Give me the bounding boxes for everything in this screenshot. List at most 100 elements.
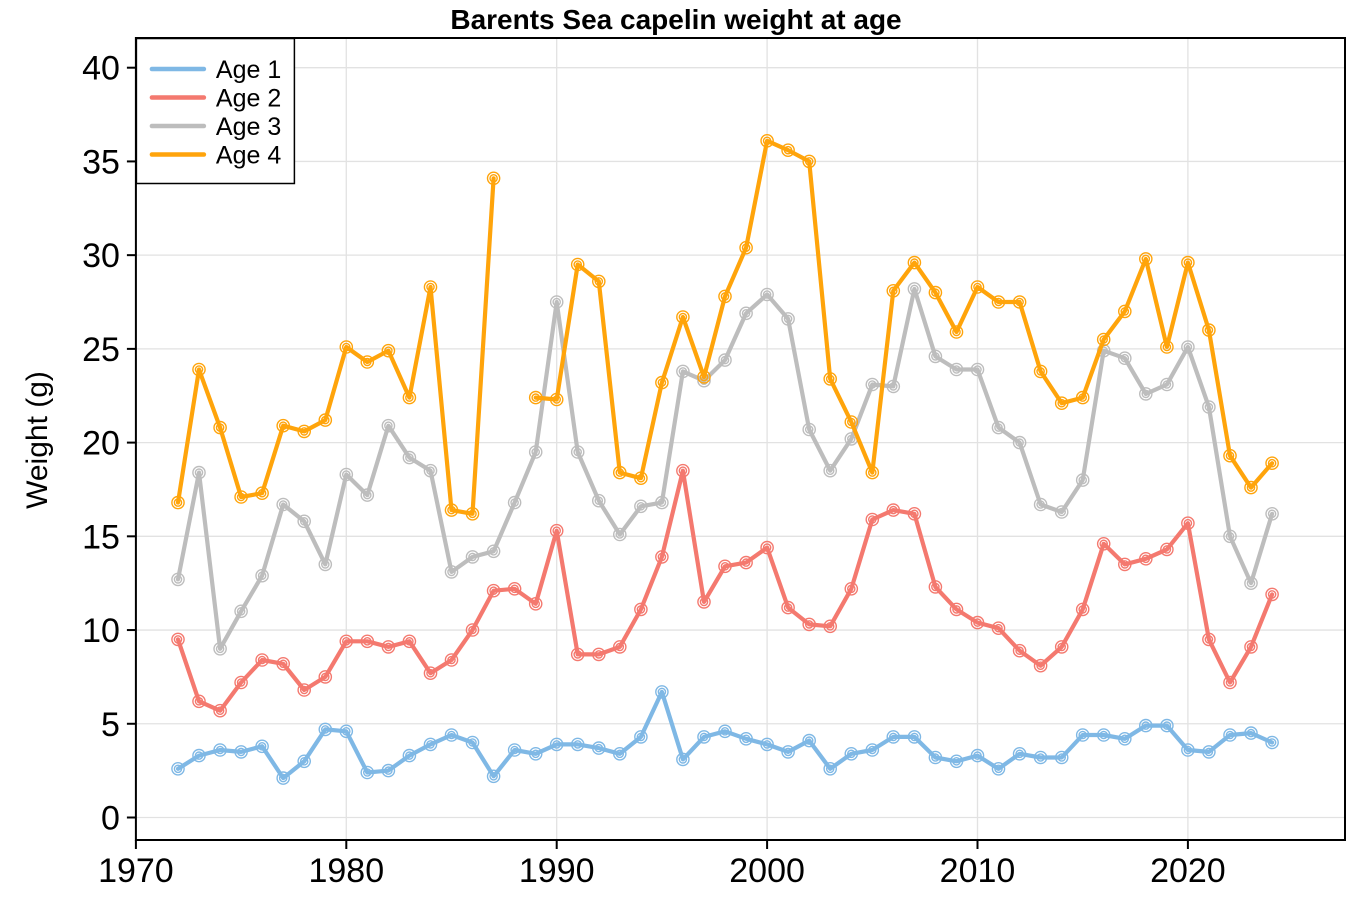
data-point-outer-ring	[949, 362, 964, 377]
data-point-outer-ring	[549, 295, 564, 309]
data-point-outer-ring	[1054, 750, 1069, 765]
data-point-outer-ring	[1202, 632, 1216, 647]
y-axis-tick-label: 10	[82, 612, 120, 650]
data-point-outer-ring	[1012, 747, 1027, 761]
data-point	[489, 173, 498, 183]
data-point-outer-ring	[823, 463, 838, 478]
x-axis-tick-label: 2000	[729, 852, 805, 890]
data-point-outer-ring	[949, 325, 964, 339]
data-point-outer-ring	[760, 133, 774, 148]
data-point	[1036, 500, 1045, 509]
data-point	[1225, 532, 1235, 541]
data-point	[405, 751, 414, 760]
data-point-outer-ring	[255, 486, 269, 501]
data-point	[952, 327, 961, 337]
data-point	[952, 757, 961, 766]
data-point	[847, 434, 856, 444]
x-axis: 1970 1980 1990 2000 2010 2020	[98, 840, 1226, 890]
data-point	[1162, 380, 1172, 389]
data-point	[973, 365, 982, 374]
data-point	[1057, 507, 1066, 517]
data-point	[868, 745, 877, 755]
data-point	[910, 258, 919, 267]
data-point	[1078, 730, 1087, 740]
data-point	[405, 637, 414, 646]
data-point	[1036, 753, 1045, 762]
data-point	[699, 732, 709, 742]
data-point	[1183, 745, 1193, 755]
data-point-outer-ring	[802, 617, 817, 632]
data-point	[278, 773, 288, 783]
data-point-outer-ring	[213, 703, 227, 718]
data-point	[468, 625, 477, 635]
data-point	[173, 764, 183, 774]
data-point	[236, 492, 246, 502]
data-point	[741, 308, 751, 318]
data-point	[762, 290, 772, 299]
data-point-outer-ring	[1223, 728, 1237, 742]
data-point	[615, 530, 625, 539]
data-point	[741, 243, 751, 252]
data-point	[636, 605, 646, 614]
data-point-outer-ring	[339, 724, 354, 739]
data-point	[468, 738, 477, 747]
data-point	[657, 552, 667, 562]
data-point-outer-ring	[318, 722, 333, 737]
y-axis-tick-label: 35	[82, 143, 120, 181]
data-point-outer-ring	[318, 557, 333, 572]
data-point-outer-ring	[886, 379, 901, 394]
data-point	[531, 599, 541, 609]
data-point-outer-ring	[655, 375, 669, 390]
data-point	[552, 526, 562, 536]
data-point-outer-ring	[1096, 537, 1111, 551]
data-point-outer-ring	[1139, 718, 1153, 733]
data-point-outer-ring	[886, 283, 901, 298]
data-point	[384, 766, 393, 775]
data-point-outer-ring	[1118, 304, 1132, 319]
data-point-outer-ring	[255, 739, 269, 754]
data-point-outer-ring	[528, 445, 543, 459]
data-point	[973, 618, 982, 627]
data-point	[1078, 475, 1087, 485]
data-point	[636, 732, 646, 742]
data-point-outer-ring	[760, 737, 774, 752]
data-point	[952, 365, 961, 374]
data-point-outer-ring	[760, 540, 774, 555]
gridlines	[135, 38, 1345, 840]
data-point-outer-ring	[1033, 658, 1048, 673]
data-point	[741, 558, 751, 567]
data-point	[825, 466, 835, 476]
legend-item-age-1: Age 1	[149, 56, 281, 84]
data-point-outer-ring	[339, 634, 354, 649]
data-point-outer-ring	[402, 748, 417, 763]
data-point	[1246, 483, 1256, 492]
data-point	[594, 496, 604, 506]
data-point-outer-ring	[486, 544, 501, 559]
chart-title: Barents Sea capelin weight at age	[450, 4, 902, 35]
data-point-outer-ring	[1223, 529, 1237, 544]
data-point-outer-ring	[655, 685, 669, 699]
data-point-outer-ring	[1265, 735, 1279, 750]
data-point-outer-ring	[991, 420, 1006, 435]
data-point	[573, 260, 583, 269]
data-point-outer-ring	[528, 597, 543, 611]
data-point	[278, 421, 288, 431]
data-point-outer-ring	[570, 647, 585, 662]
data-point-outer-ring	[297, 754, 312, 769]
data-point	[931, 582, 940, 592]
data-point-outer-ring	[613, 747, 627, 761]
data-point	[1099, 730, 1108, 740]
data-point-outer-ring	[1054, 396, 1069, 411]
data-point	[341, 342, 351, 352]
data-point	[552, 395, 562, 404]
data-point-outer-ring	[1202, 323, 1216, 337]
data-point	[1057, 642, 1066, 652]
data-point	[1204, 635, 1214, 644]
data-point	[299, 517, 309, 526]
data-point	[278, 500, 288, 509]
data-point	[825, 764, 835, 774]
data-point-outer-ring	[592, 741, 606, 755]
